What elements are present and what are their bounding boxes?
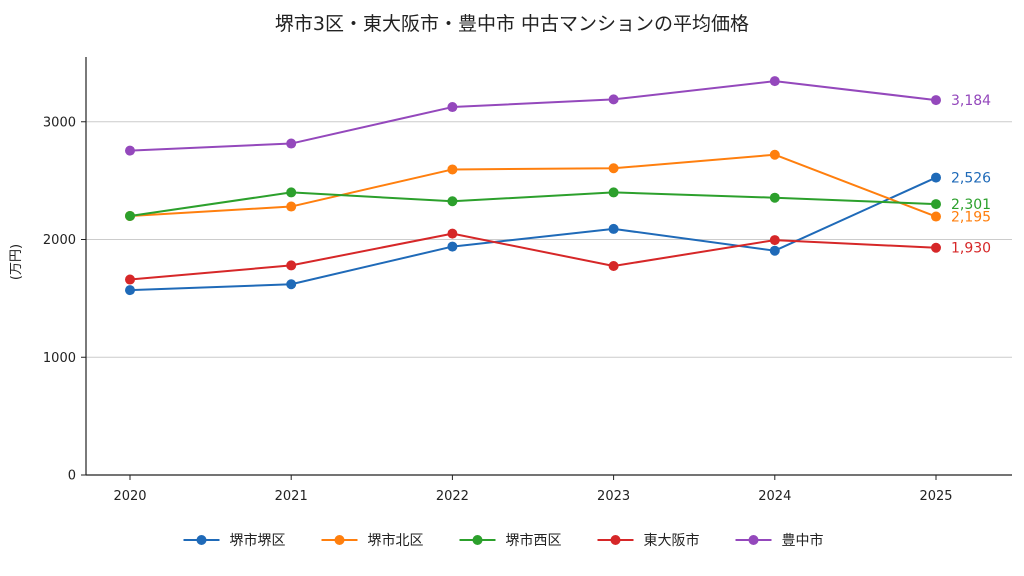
data-point	[769, 149, 780, 160]
data-point	[931, 242, 941, 253]
data-point	[286, 260, 297, 271]
data-point	[608, 187, 619, 198]
grid-lines	[86, 121, 1012, 358]
legend-label: 豊中市	[782, 532, 824, 549]
axes: 0 1000 2000 3000 2020 2021 2022 2023 2024 2025	[43, 57, 1012, 504]
data-point	[286, 138, 297, 149]
y-tick-label: 2000	[43, 233, 76, 248]
legend-marker	[610, 535, 621, 545]
data-point	[931, 199, 941, 210]
end-value-label: 2,526	[951, 171, 991, 187]
legend-marker	[472, 535, 483, 545]
data-point	[447, 102, 458, 113]
series-line	[129, 153, 937, 218]
series-2: 2,195	[125, 149, 991, 226]
x-tick-label: 2020	[113, 489, 146, 504]
data-point	[125, 145, 135, 156]
data-point	[447, 228, 458, 239]
series-line	[129, 176, 937, 292]
legend-item: 堺市堺区	[183, 532, 286, 549]
x-tick-label: 2025	[919, 489, 952, 504]
data-point	[769, 192, 780, 203]
legend-marker	[748, 535, 759, 545]
data-point	[125, 274, 135, 285]
data-point	[125, 210, 135, 221]
legend-item: 東大阪市	[597, 532, 700, 549]
legend-label: 堺市西区	[506, 532, 562, 549]
legend-marker	[196, 535, 207, 545]
y-tick-label: 1000	[43, 351, 76, 366]
legend-label: 堺市北区	[368, 532, 424, 549]
chart-title: 堺市3区・東大阪市・豊中市 中古マンションの平均価格	[275, 13, 749, 35]
data-point	[447, 241, 458, 252]
series-5: 3,184	[125, 76, 991, 156]
end-value-label: 1,930	[951, 241, 991, 257]
legend-item: 豊中市	[735, 532, 824, 549]
data-point	[769, 235, 780, 246]
series-4: 1,930	[125, 228, 991, 285]
data-point	[286, 187, 297, 198]
y-axis-label: (万円)	[9, 244, 24, 280]
y-tick-label: 3000	[43, 115, 76, 130]
series-line	[129, 191, 937, 217]
data-point	[286, 279, 297, 290]
data-point	[125, 285, 135, 296]
x-tick-label: 2022	[436, 489, 469, 504]
legend-marker	[334, 535, 345, 545]
series-1: 2,526	[125, 171, 991, 296]
data-point	[447, 164, 458, 175]
data-point	[608, 163, 619, 174]
series-line	[129, 80, 937, 152]
y-tick-label: 0	[68, 469, 76, 484]
data-point	[286, 201, 297, 212]
legend-label: 堺市堺区	[230, 532, 286, 549]
data-point	[608, 223, 619, 234]
series-line	[129, 232, 937, 281]
data-point	[608, 261, 619, 271]
x-tick-label: 2021	[275, 489, 308, 504]
legend-item: 堺市北区	[321, 532, 424, 549]
end-value-label: 2,195	[951, 210, 991, 226]
x-tick-label: 2023	[597, 489, 630, 504]
data-point	[769, 245, 780, 256]
legend-label: 東大阪市	[644, 532, 700, 549]
data-point	[931, 172, 941, 183]
data-point	[769, 76, 780, 87]
data-point	[608, 94, 619, 105]
x-tick-label: 2024	[758, 489, 791, 504]
legend-item: 堺市西区	[459, 532, 562, 549]
end-value-label: 3,184	[951, 93, 991, 109]
data-point	[931, 95, 941, 106]
series-3: 2,301	[125, 187, 991, 221]
end-value-label: 2,301	[951, 197, 991, 213]
data-point	[447, 196, 458, 207]
data-point	[931, 211, 941, 222]
legend: 堺市堺区 堺市北区 堺市西区 東大阪市 豊中市	[183, 532, 824, 549]
